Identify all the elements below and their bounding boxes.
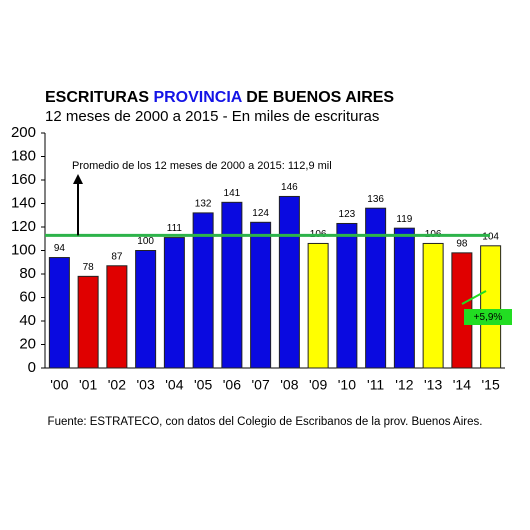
value-label: 98 (456, 238, 468, 249)
bar (393, 227, 415, 369)
value-label: 111 (167, 223, 183, 234)
bar (192, 212, 214, 369)
bar (221, 201, 243, 369)
bar (77, 275, 99, 369)
x-tick-label: '09 (309, 377, 327, 393)
bar (278, 195, 300, 369)
value-label: 87 (111, 251, 123, 262)
y-tick-label: 0 (28, 359, 36, 376)
bar (307, 242, 329, 369)
chart-subtitle: 12 meses de 2000 a 2015 - En miles de es… (45, 108, 379, 125)
x-tick-label: '12 (395, 377, 413, 393)
change-annotation: +5,9% (474, 312, 503, 323)
x-tick-label: '04 (165, 377, 183, 393)
value-label: 119 (396, 214, 412, 225)
x-tick-label: '01 (79, 377, 97, 393)
source-note: Fuente: ESTRATECO, con datos del Colegio… (48, 416, 483, 428)
value-label: 123 (339, 209, 356, 220)
bar (480, 245, 502, 369)
reference-label: Promedio de los 12 meses de 2000 a 2015:… (72, 160, 332, 172)
title-part: PROVINCIA (153, 89, 242, 106)
value-label: 146 (281, 182, 298, 193)
y-tick-label: 200 (11, 124, 36, 141)
value-label: 136 (367, 194, 384, 205)
x-tick-label: '14 (453, 377, 471, 393)
y-tick-label: 20 (19, 335, 36, 352)
title-part: ESCRITURAS (45, 89, 153, 106)
y-tick-label: 40 (19, 312, 36, 329)
y-tick-label: 140 (11, 194, 36, 211)
value-label: 94 (54, 243, 66, 254)
bar (48, 257, 70, 369)
y-tick-label: 160 (11, 171, 36, 188)
x-tick-label: '00 (50, 377, 68, 393)
annotation-box (464, 309, 512, 325)
x-tick-label: '08 (280, 377, 298, 393)
arrow-head (73, 174, 83, 184)
x-tick-label: '05 (194, 377, 212, 393)
bar (163, 237, 185, 369)
y-tick-label: 60 (19, 288, 36, 305)
title-part: DE BUENOS AIRES (242, 89, 395, 106)
y-tick-label: 180 (11, 147, 36, 164)
chart-title: ESCRITURAS PROVINCIA DE BUENOS AIRES (45, 89, 394, 106)
value-label: 100 (137, 236, 154, 247)
bar (135, 250, 157, 369)
bar (365, 207, 387, 369)
value-label: 124 (252, 208, 269, 219)
y-tick-label: 100 (11, 241, 36, 258)
value-label: 141 (224, 188, 241, 199)
value-label: 104 (482, 231, 499, 242)
x-tick-label: '03 (137, 377, 155, 393)
y-tick-label: 120 (11, 218, 36, 235)
x-tick-label: '02 (108, 377, 126, 393)
x-tick-label: '15 (482, 377, 500, 393)
x-tick-label: '11 (367, 377, 384, 393)
x-tick-label: '13 (424, 377, 442, 393)
y-tick-label: 80 (19, 265, 36, 282)
x-tick-label: '07 (252, 377, 270, 393)
bar (336, 222, 358, 369)
value-label: 132 (195, 199, 212, 210)
bar (422, 242, 444, 369)
annotation-leader (461, 290, 487, 305)
bar (106, 265, 128, 369)
bar (250, 221, 272, 369)
x-tick-label: '06 (223, 377, 241, 393)
value-label: 78 (83, 262, 95, 273)
x-tick-label: '10 (338, 377, 356, 393)
